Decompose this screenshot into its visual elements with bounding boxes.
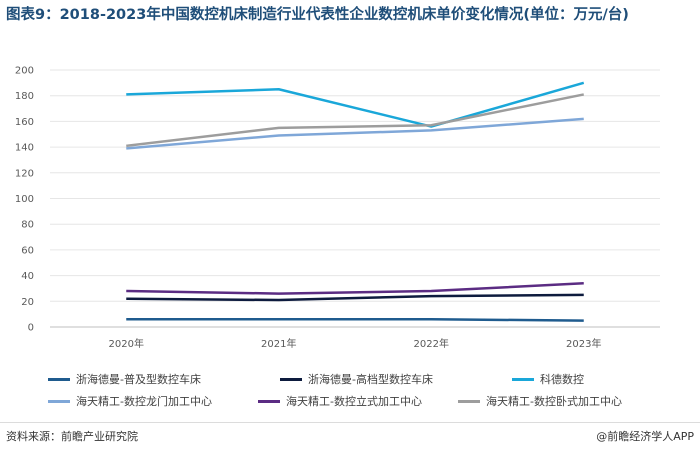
series-line-5 xyxy=(126,93,584,148)
legend-item-series-1: 浙海德曼-高档型数控车床 xyxy=(280,371,512,387)
legend-item-series-2: 科德数控 xyxy=(512,371,584,387)
legend-item-series-5: 海天精工-数控卧式加工中心 xyxy=(458,393,622,409)
chart-title: 图表9：2018-2023年中国数控机床制造行业代表性企业数控机床单价变化情况(… xyxy=(6,7,629,23)
y-tick-label-60: 60 xyxy=(21,245,34,256)
series-line-1 xyxy=(126,293,584,302)
legend-label-4: 海天精工-数控立式加工中心 xyxy=(286,395,422,408)
legend-item-series-3: 海天精工-数控龙门加工中心 xyxy=(48,393,258,409)
legend-swatch-2 xyxy=(512,377,534,381)
x-tick-label-2: 2022年 xyxy=(414,337,449,350)
y-tick-label-160: 160 xyxy=(15,117,34,128)
series-line-2 xyxy=(126,81,585,128)
legend-label-3: 海天精工-数控龙门加工中心 xyxy=(76,395,212,408)
series-line-3 xyxy=(126,117,584,150)
y-tick-label-40: 40 xyxy=(21,271,34,282)
y-tick-label-100: 100 xyxy=(15,194,34,205)
x-tick-label-1: 2021年 xyxy=(261,337,296,350)
legend-swatch-3 xyxy=(48,399,70,403)
legend-label-0: 浙海德曼-普及型数控车床 xyxy=(76,373,201,386)
series-lines xyxy=(126,81,585,322)
legend-label-1: 浙海德曼-高档型数控车床 xyxy=(308,373,433,386)
legend-row-1: 浙海德曼-普及型数控车床 浙海德曼-高档型数控车床 科德数控 xyxy=(48,368,688,390)
y-tick-label-120: 120 xyxy=(15,168,34,179)
legend-item-series-0: 浙海德曼-普及型数控车床 xyxy=(48,371,280,387)
x-axis-ticks: 2020年 2021年 2022年 2023年 xyxy=(109,337,602,350)
legend-swatch-5 xyxy=(458,399,480,403)
y-tick-label-80: 80 xyxy=(21,220,34,231)
legend-row-2: 海天精工-数控龙门加工中心 海天精工-数控立式加工中心 海天精工-数控卧式加工中… xyxy=(48,390,688,412)
y-tick-label-0: 0 xyxy=(28,323,34,334)
footer-divider xyxy=(0,422,700,423)
legend-swatch-0 xyxy=(48,377,70,381)
y-tick-label-200: 200 xyxy=(15,66,34,77)
y-tick-label-140: 140 xyxy=(15,143,34,154)
legend-swatch-1 xyxy=(280,377,302,381)
brand-watermark: @前瞻经济学人APP xyxy=(596,430,694,443)
series-line-0 xyxy=(126,318,584,322)
grid-lines xyxy=(50,69,660,328)
legend-item-series-4: 海天精工-数控立式加工中心 xyxy=(258,393,458,409)
legend-label-2: 科德数控 xyxy=(540,373,584,386)
x-tick-label-0: 2020年 xyxy=(109,337,144,350)
y-tick-label-20: 20 xyxy=(21,297,34,308)
legend: 浙海德曼-普及型数控车床 浙海德曼-高档型数控车床 科德数控 海天精工-数控龙门… xyxy=(48,368,688,412)
x-tick-label-3: 2023年 xyxy=(566,337,601,350)
series-line-4 xyxy=(126,282,584,295)
source-note: 资料来源：前瞻产业研究院 xyxy=(6,430,138,443)
legend-swatch-4 xyxy=(258,399,280,403)
legend-label-5: 海天精工-数控卧式加工中心 xyxy=(486,395,622,408)
y-axis-ticks: 0 20 40 60 80 100 120 140 160 180 200 xyxy=(15,66,34,334)
y-tick-label-180: 180 xyxy=(15,91,34,102)
